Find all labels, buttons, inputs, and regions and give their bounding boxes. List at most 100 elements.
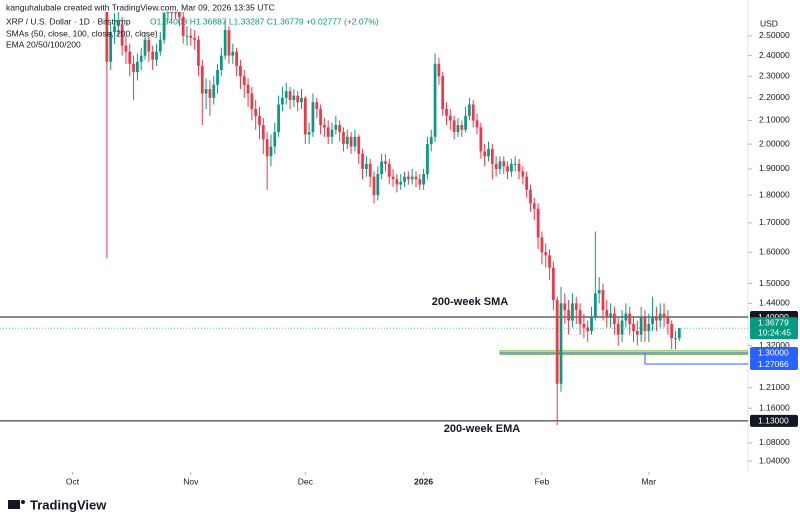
legend-indicator: SMAs (50, close, 100, close, 200, close) (6, 28, 158, 38)
candle-body (624, 313, 628, 321)
candle-body (464, 115, 467, 130)
annotation: 200-week EMA (444, 423, 520, 435)
candle-body (609, 313, 612, 318)
candle-body (139, 55, 143, 62)
candle-body (452, 120, 456, 133)
candle-body (353, 136, 357, 147)
candle-body (662, 313, 666, 318)
candle-body (116, 24, 120, 27)
candle-body (494, 163, 498, 169)
candle-body (399, 181, 403, 185)
y-tick-label: 1.32000 (759, 340, 790, 350)
candle-body (571, 303, 574, 321)
candle-body (674, 338, 677, 340)
candle-body (193, 37, 197, 40)
y-tick-label: 2.10000 (759, 115, 790, 125)
candle-body (120, 24, 124, 46)
candle-body (261, 125, 265, 140)
candle-body (273, 132, 277, 147)
candle-body (613, 313, 616, 324)
candle-body (479, 127, 483, 152)
candle-body (418, 179, 422, 185)
y-tick-label: 2.50000 (759, 30, 790, 40)
price-badge-label: 1.13000 (758, 416, 789, 426)
candle-body (460, 125, 464, 130)
candle-body (437, 63, 441, 77)
candle-body (483, 151, 487, 157)
candle-body (155, 51, 158, 60)
candle-body (227, 30, 231, 56)
candle-body (590, 317, 593, 332)
candle-body (441, 76, 445, 109)
candle-body (635, 331, 639, 335)
y-tick-label: 2.30000 (759, 71, 790, 81)
brand: TradingView (30, 497, 107, 512)
candle-body (406, 176, 410, 180)
candle-body (181, 16, 185, 36)
candle-body (372, 176, 376, 196)
candle-body (326, 127, 330, 137)
candle-body (376, 174, 380, 196)
plot-area (0, 12, 748, 426)
price-badge-label: 1.27066 (758, 359, 789, 369)
candle-body (284, 91, 288, 98)
candle-body (658, 313, 662, 321)
candle-body (567, 310, 571, 321)
candle-body (330, 129, 334, 137)
candle-body (334, 125, 338, 130)
candle-body (380, 161, 384, 175)
candle-body (311, 102, 315, 133)
logo-mark (21, 500, 25, 504)
candle-body (559, 303, 563, 384)
candle-body (151, 51, 155, 60)
candle-body (468, 104, 471, 116)
y-tick-label: 1.90000 (759, 163, 790, 173)
candle-body (632, 323, 635, 332)
candle-body (242, 76, 246, 85)
candle-body (105, 12, 109, 62)
candle-body (147, 39, 151, 52)
candle-body (246, 84, 250, 94)
candle-body (448, 115, 452, 121)
candle-body (666, 317, 670, 324)
candle-body (216, 69, 219, 85)
candle-body (170, 12, 174, 14)
last-price-label: 1.36779 (758, 318, 789, 328)
candle-body (364, 163, 368, 169)
candle-body (357, 136, 361, 154)
x-tick-label: 2026 (414, 476, 433, 486)
candle-body (277, 104, 280, 133)
candle-body (647, 323, 651, 332)
y-tick-label: 1.04000 (759, 455, 790, 465)
candle-body (429, 136, 433, 145)
candle-body (410, 176, 414, 180)
candle-body (563, 303, 567, 311)
candle-body (586, 327, 590, 332)
x-tick-label: Feb (535, 476, 550, 486)
y-tick-label: 2.40000 (759, 50, 790, 60)
candle-body (578, 310, 582, 324)
candle-body (349, 136, 353, 147)
candle-body (384, 161, 387, 164)
candle-body (200, 65, 204, 94)
candle-body (235, 51, 238, 66)
candle-body (548, 255, 551, 268)
candle-body (250, 93, 254, 109)
candle-body (456, 125, 460, 133)
candle-body (292, 95, 296, 101)
candle-body (616, 323, 620, 335)
credit: kanguhalubale created with TradingView.c… (6, 2, 275, 12)
candle-body (433, 63, 437, 137)
candle-body (670, 323, 674, 339)
legend-title: XRP / U.S. Dollar · 1D · Bitstamp (6, 16, 131, 26)
candle-body (593, 293, 597, 318)
candle-body (403, 176, 406, 182)
candle-body (158, 39, 162, 52)
candle-body (307, 132, 311, 135)
candle-body (197, 39, 200, 66)
y-tick-label: 1.16000 (759, 402, 790, 412)
candle-body (189, 35, 193, 38)
candle-body (319, 108, 322, 126)
candle-body (597, 290, 601, 294)
candle-body (517, 163, 521, 172)
